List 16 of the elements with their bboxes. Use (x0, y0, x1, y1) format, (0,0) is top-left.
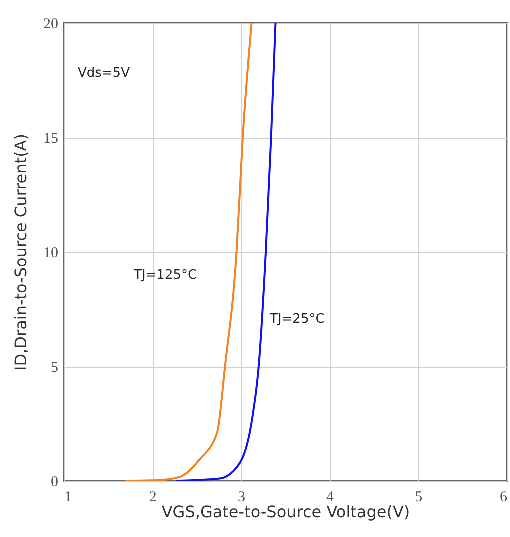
text: TJ=125°C (133, 268, 198, 283)
x-tick-label: 1 (64, 490, 72, 506)
x-tick-label: 4 (326, 490, 335, 506)
x-tick-label: 3 (238, 490, 246, 506)
y-tick-label: 15 (44, 131, 58, 147)
y-axis-title: ID,Drain-to-Source Current(A) (12, 134, 30, 371)
x-axis-title: VGS,Gate-to-Source Voltage(V) (162, 502, 410, 522)
x-tick-label: 2 (149, 490, 157, 506)
y-tick-label: 20 (44, 16, 58, 32)
y-tick-label: 10 (44, 246, 58, 262)
x-tick-label: 5 (415, 490, 423, 506)
series-label: TJ=25°C (269, 312, 325, 327)
x-tick-label: 6 (500, 490, 508, 506)
annotation: Vds=5V (78, 66, 130, 81)
y-tick-label: 0 (51, 474, 58, 490)
y-tick-label: 5 (51, 360, 58, 376)
